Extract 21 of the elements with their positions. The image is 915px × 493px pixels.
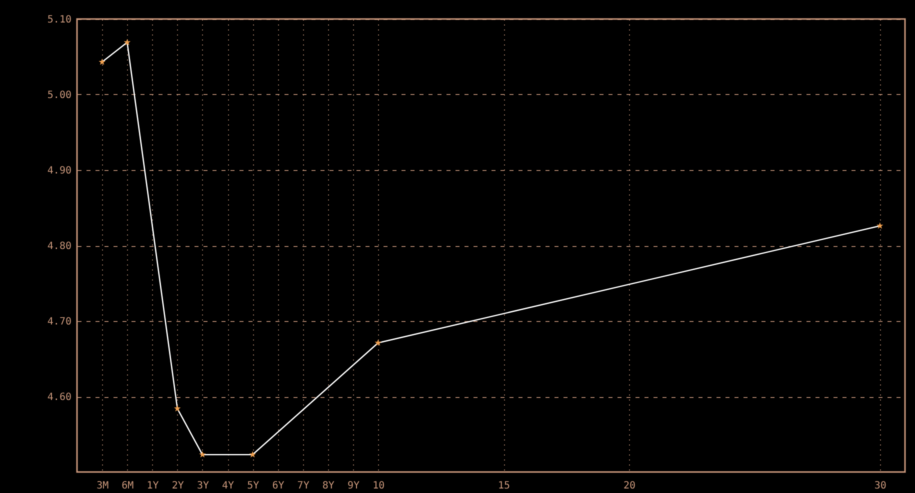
x-tick-label: 1Y (146, 480, 159, 492)
y-tick-label: 4.60 (47, 392, 72, 403)
x-tick-label: 30 (874, 480, 886, 492)
x-tick-label: 6Y (272, 480, 284, 492)
x-tick-label: 9Y (347, 480, 360, 492)
y-tick-label: 5.10 (47, 14, 72, 26)
x-tick-label: 10 (372, 480, 385, 492)
x-tick-label: 3M (96, 480, 109, 492)
x-tick-label: 3Y (196, 480, 209, 492)
x-tick-label: 6M (122, 480, 134, 492)
x-tick-label: 2Y (172, 480, 184, 492)
x-tick-label: 8Y (322, 480, 334, 492)
x-tick-label: 5Y (247, 480, 260, 492)
x-tick-label: 20 (623, 480, 636, 492)
x-tick-label: 4Y (222, 480, 234, 492)
x-tick-label: 15 (498, 480, 510, 492)
y-tick-label: 4.70 (47, 316, 72, 328)
y-tick-label: 4.90 (47, 166, 72, 176)
y-tick-label: 5.00 (47, 90, 72, 101)
y-tick-label: 4.80 (47, 241, 72, 252)
x-tick-label: 7Y (297, 480, 310, 492)
